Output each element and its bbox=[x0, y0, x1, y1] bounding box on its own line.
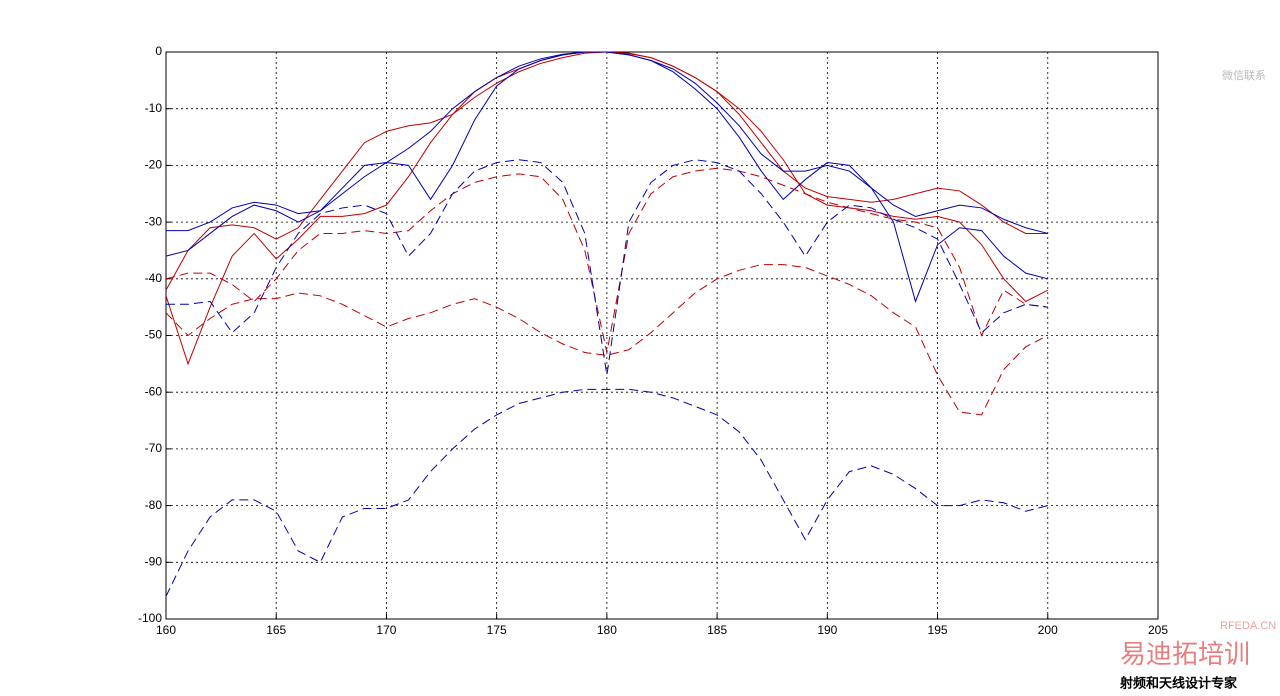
x-tick-label: 160 bbox=[156, 623, 176, 637]
x-tick-label: 200 bbox=[1038, 623, 1058, 637]
x-tick-label: 175 bbox=[487, 623, 507, 637]
y-tick-label: -70 bbox=[145, 441, 163, 455]
x-tick-label: 190 bbox=[817, 623, 837, 637]
series-line bbox=[166, 159, 1048, 376]
series-line bbox=[165, 264, 1049, 416]
y-tick-label: -60 bbox=[145, 384, 163, 398]
series-line bbox=[165, 388, 1048, 597]
y-tick-label: -20 bbox=[145, 158, 163, 172]
x-tick-label: 185 bbox=[707, 623, 727, 637]
x-tick-label: 205 bbox=[1148, 623, 1168, 637]
y-tick-label: -30 bbox=[145, 214, 163, 228]
x-tick-label: 195 bbox=[928, 623, 948, 637]
watermark: 微信联系 bbox=[1222, 68, 1266, 82]
watermark: 易迪拓培训 bbox=[1120, 639, 1250, 669]
watermark: 射频和天线设计专家 bbox=[1119, 675, 1238, 690]
x-tick-label: 170 bbox=[376, 623, 396, 637]
watermark: RFEDA.CN bbox=[1220, 620, 1276, 632]
y-tick-label: -10 bbox=[145, 101, 163, 115]
y-tick-label: -40 bbox=[145, 271, 163, 285]
series-line bbox=[165, 167, 1048, 353]
x-tick-label: 180 bbox=[597, 623, 617, 637]
y-tick-label: 0 bbox=[155, 44, 162, 58]
y-tick-label: -90 bbox=[145, 554, 163, 568]
y-tick-label: -100 bbox=[138, 611, 162, 625]
x-tick-label: 165 bbox=[266, 623, 286, 637]
series-line bbox=[165, 51, 1048, 304]
y-tick-label: -80 bbox=[145, 498, 163, 512]
y-tick-label: -50 bbox=[145, 328, 163, 342]
